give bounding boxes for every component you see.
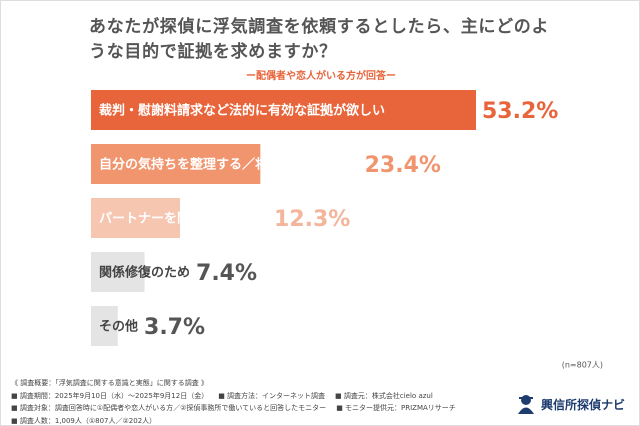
note-row: ■ 調査対象：調査回答時に①配偶者や恋人がいる方／②探偵事務所で働いていると回答… <box>11 402 466 415</box>
note-item: ■ 調査元：株式会社cielo azul <box>335 391 433 400</box>
bar <box>91 252 145 292</box>
note-item: ■ 調査方法：インターネット調査 <box>218 391 326 400</box>
value-label: 12.3% <box>274 207 350 232</box>
note-row: 《 調査概要：「浮気調査に関する意識と実態」に関する調査 》 <box>11 377 466 390</box>
category-label: 関係修復のため <box>99 265 190 281</box>
category-label: パートナーを問い詰めるため <box>99 211 268 227</box>
value-label: 53.2% <box>482 99 558 124</box>
chart-title: あなたが探偵に浮気調査を依頼するとしたら、主にどのような目的で証拠を求めますか？ <box>89 17 550 62</box>
bar <box>91 90 476 130</box>
note-row: ■ 調査期間：2025年9月10日（水）〜2025年9月12日（金） ■ 調査方法… <box>11 390 466 403</box>
category-label: 裁判・慰謝料請求など法的に有効な証拠が欲しい <box>99 103 385 119</box>
note-item: 《 調査概要：「浮気調査に関する意識と実態」に関する調査 》 <box>11 379 208 387</box>
note-item: ■ モニター提供元：PRIZMAリサーチ <box>336 404 456 412</box>
bar <box>91 198 181 238</box>
note-item: ■ 調査人数：1,009人（①807人／②202人） <box>11 416 157 425</box>
survey-notes: 《 調査概要：「浮気調査に関する意識と実態」に関する調査 》 ■ 調査期間：202… <box>11 377 466 426</box>
category-label: その他 <box>99 319 138 335</box>
value-label: 23.4% <box>365 153 441 178</box>
note-row: ■ 調査人数：1,009人（①807人／②202人） <box>11 415 466 426</box>
value-label: 7.4% <box>196 261 257 286</box>
sample-note: (n=807人) <box>562 361 603 370</box>
brand: 興信所探偵ナビ <box>515 393 625 415</box>
category-label: 自分の気持ちを整理する／将来に備えるため <box>99 157 359 173</box>
value-label: 3.7% <box>144 315 205 340</box>
brand-name: 興信所探偵ナビ <box>540 397 625 412</box>
note-item: ■ 調査対象：調査回答時に①配偶者や恋人がいる方／②探偵事務所で働いていると回答… <box>11 404 327 412</box>
bar <box>91 144 261 184</box>
chart-subtitle: ー配偶者や恋人がいる方が回答ー <box>246 69 396 82</box>
note-item: ■ 調査期間：2025年9月10日（水）〜2025年9月12日（金） <box>11 391 209 400</box>
brand-icon <box>517 395 534 414</box>
bar <box>91 306 118 346</box>
